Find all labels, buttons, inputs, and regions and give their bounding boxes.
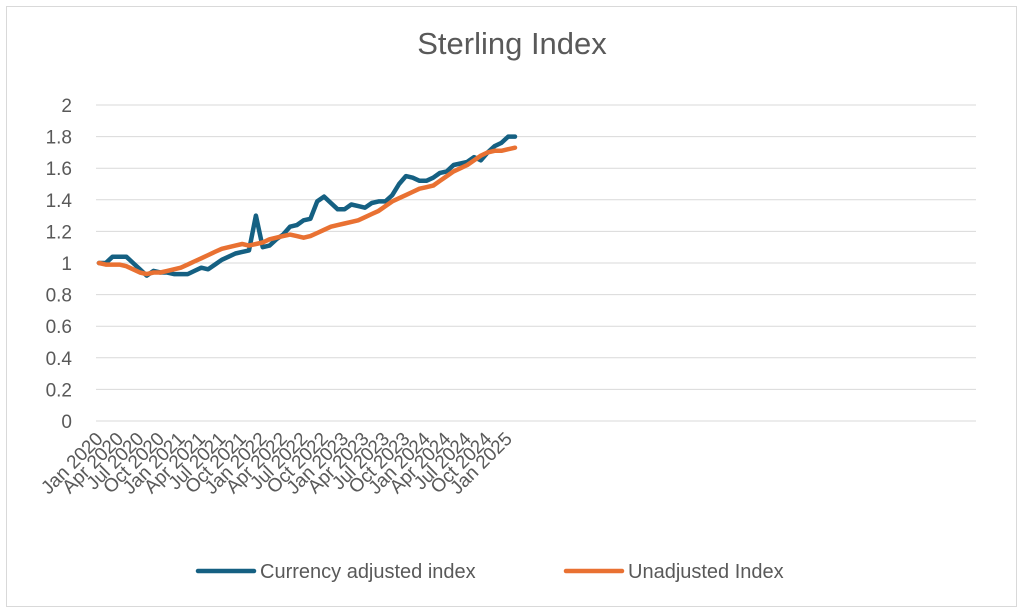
series-line-unadjusted bbox=[96, 145, 518, 277]
series-line-currency-adjusted bbox=[96, 134, 518, 278]
y-tick-label: 1.2 bbox=[46, 222, 72, 243]
y-tick-label: 1 bbox=[61, 254, 72, 275]
y-tick-label: 0 bbox=[61, 412, 72, 433]
y-tick-label: 0.2 bbox=[46, 380, 72, 401]
y-tick-label: 1.6 bbox=[46, 159, 72, 180]
y-tick-label: 2 bbox=[61, 96, 72, 117]
y-tick-label: 1.4 bbox=[46, 191, 73, 212]
y-axis-ticks: 0 0.2 0.4 0.6 0.8 1 1.2 1.4 1.6 1.8 2 bbox=[46, 96, 73, 433]
y-tick-label: 1.8 bbox=[46, 128, 72, 149]
legend: Currency adjusted index Unadjusted Index bbox=[195, 561, 784, 583]
chart-frame bbox=[6, 6, 1017, 607]
y-tick-label: 0.6 bbox=[46, 317, 72, 338]
y-tick-label: 0.4 bbox=[46, 349, 73, 370]
legend-label: Unadjusted Index bbox=[628, 561, 784, 583]
gridlines bbox=[96, 104, 976, 422]
y-tick-label: 0.8 bbox=[46, 286, 72, 307]
series-lines bbox=[96, 134, 518, 278]
chart-title: Sterling Index bbox=[417, 26, 607, 61]
legend-label: Currency adjusted index bbox=[260, 561, 476, 583]
